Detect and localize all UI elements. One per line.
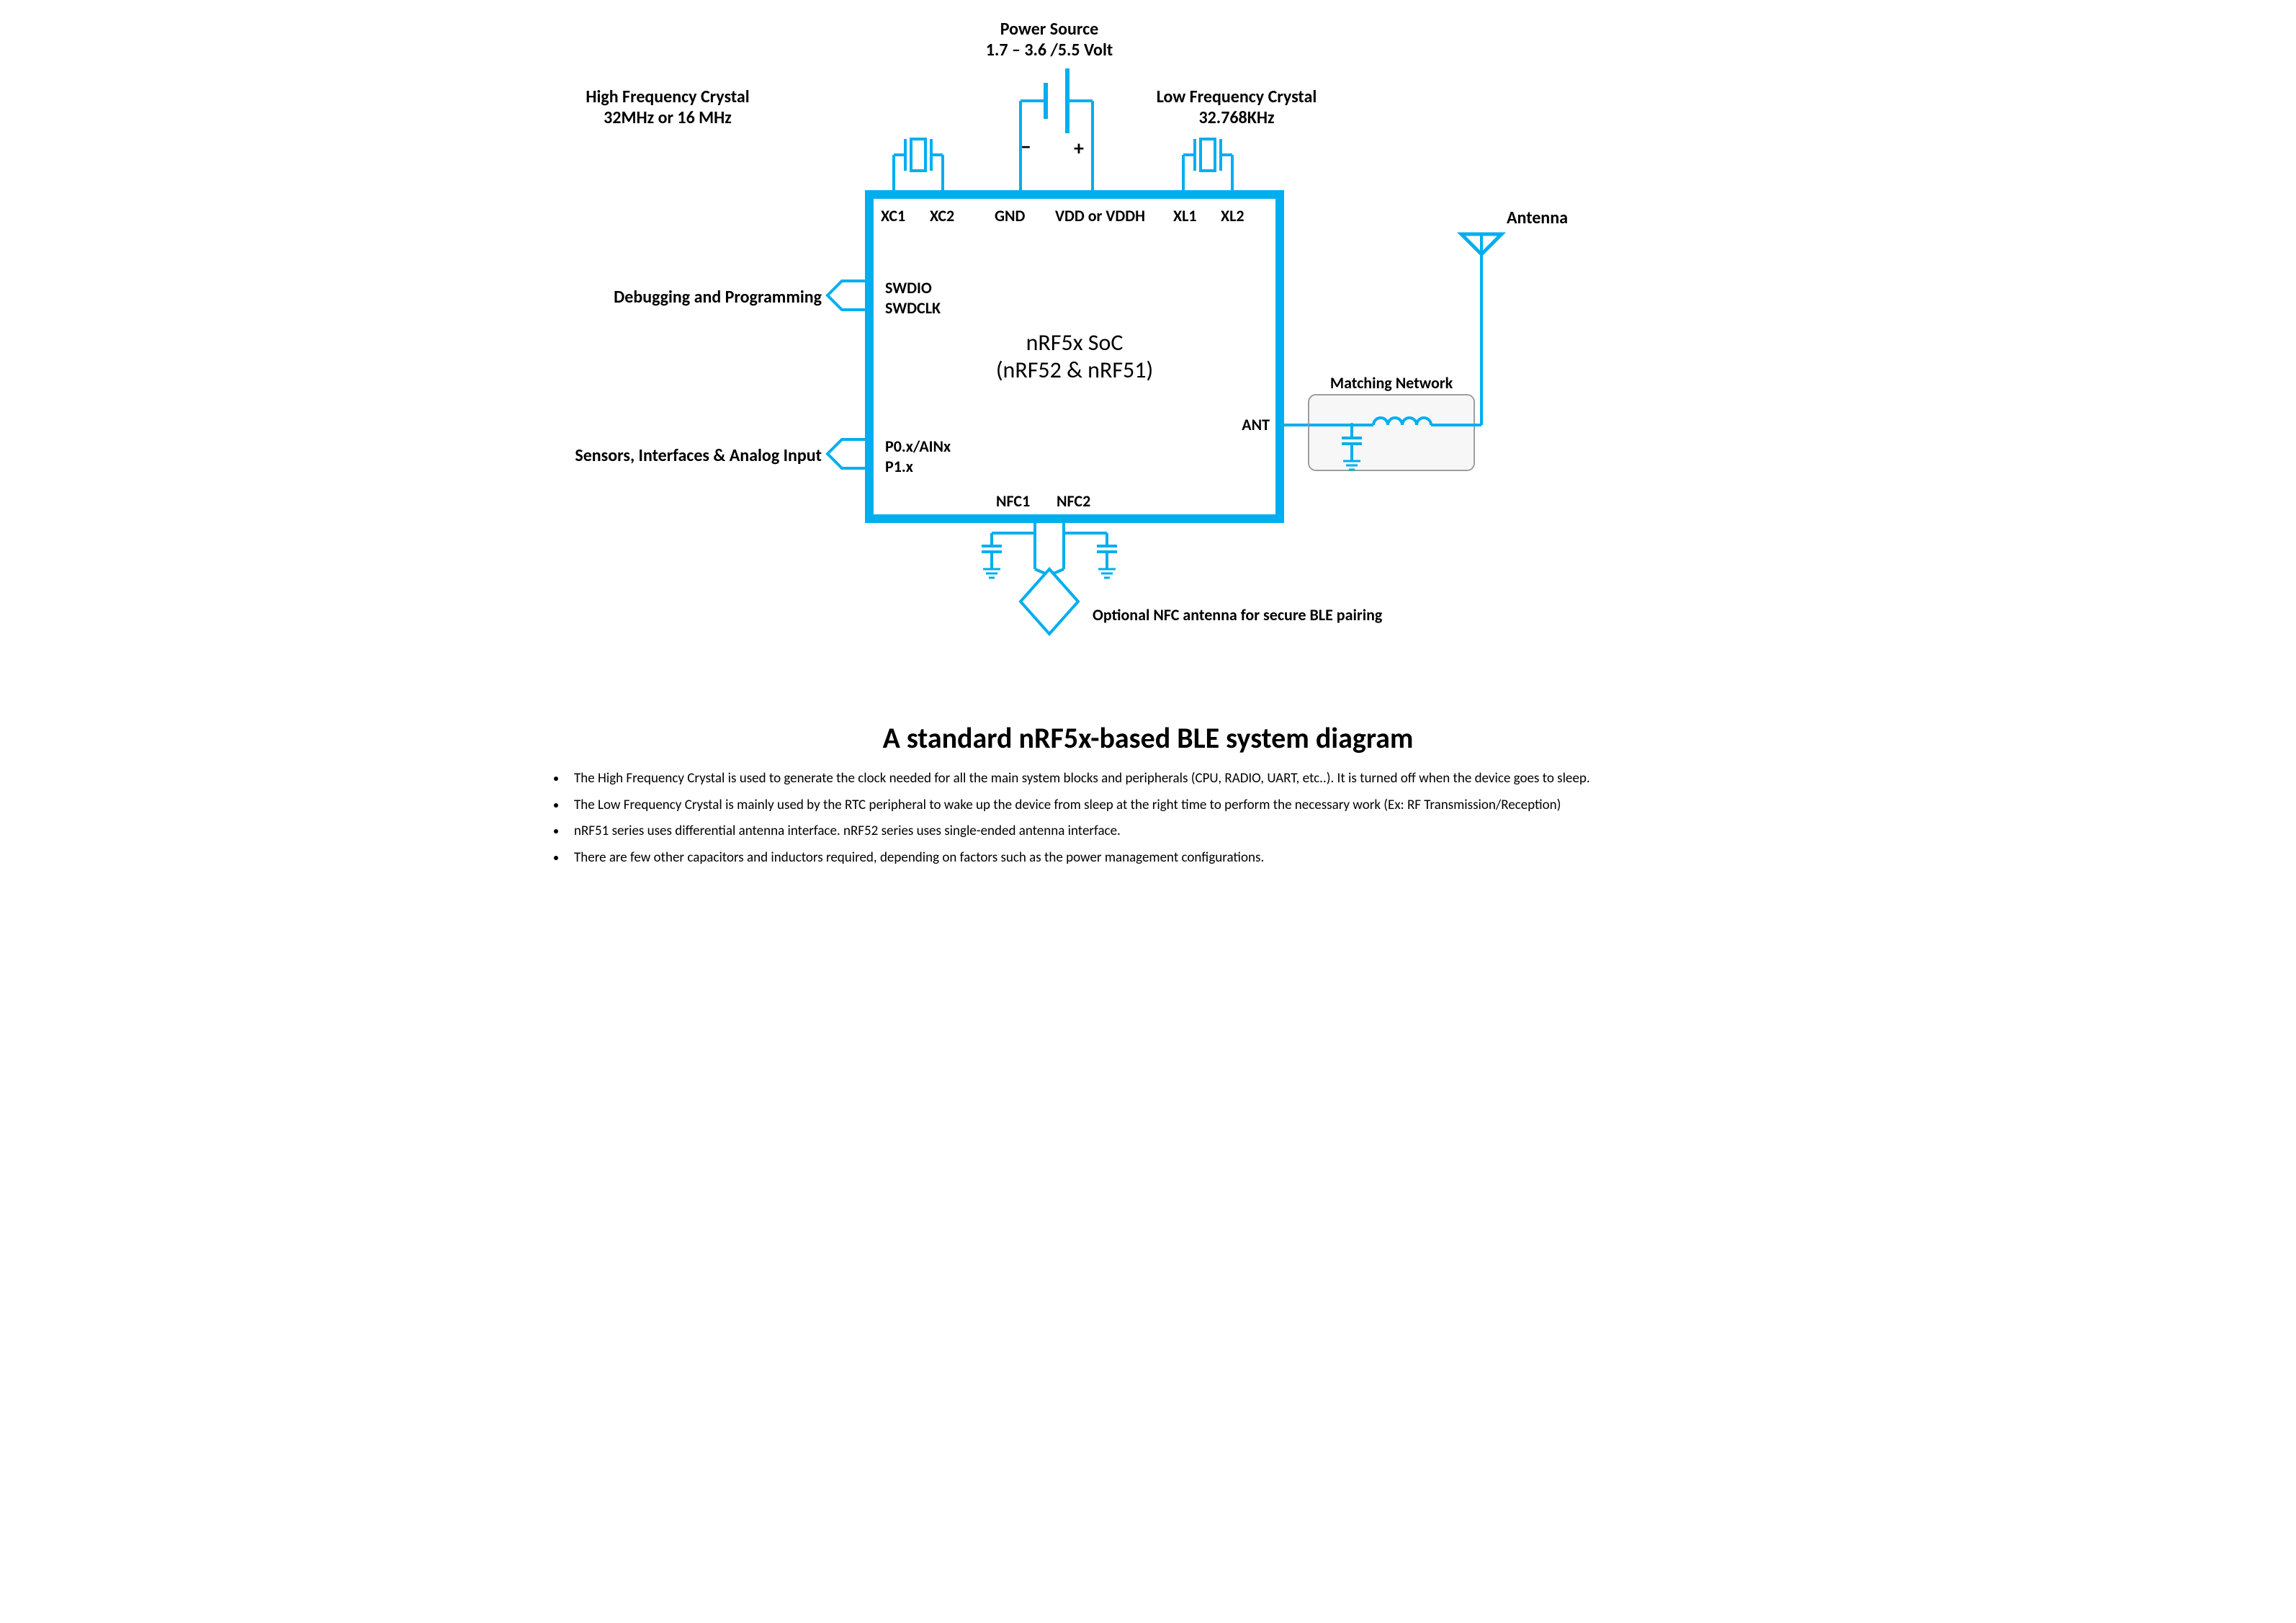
pin-gnd: GND: [995, 206, 1025, 225]
soc-title-line1: nRF5x SoC: [869, 328, 1280, 357]
pin-xc1: XC1: [881, 206, 905, 225]
pin-nfc1: NFC1: [996, 491, 1030, 511]
lf-crystal-symbol: [1183, 139, 1232, 195]
list-item: nRF51 series uses differential antenna i…: [567, 821, 1729, 842]
power-source-label: Power Source 1.7 – 3.6 /5.5 Volt: [545, 19, 1553, 61]
matching-network-box: [1309, 395, 1474, 470]
pin-nfc2: NFC2: [1057, 491, 1090, 511]
pin-xl2: XL2: [1221, 206, 1245, 225]
antenna-path: [1280, 234, 1502, 470]
hf-crystal-symbol: [894, 139, 943, 195]
pin-ant: ANT: [1242, 415, 1270, 434]
battery-minus: –: [1021, 133, 1031, 160]
nfc-note: Optional NFC antenna for secure BLE pair…: [1093, 605, 1382, 625]
pin-xl1: XL1: [1173, 206, 1197, 225]
battery-symbol: [1021, 68, 1093, 195]
sensors-arrow: [828, 439, 871, 468]
list-item: The High Frequency Crystal is used to ge…: [567, 769, 1729, 790]
diagram-title: A standard nRF5x-based BLE system diagra…: [545, 720, 1751, 756]
hf-crystal-label: High Frequency Crystal 32MHz or 16 MHz: [545, 86, 790, 128]
soc-title-line2: (nRF52 & nRF51): [869, 356, 1280, 384]
pin-vdd: VDD or VDDH: [1055, 206, 1145, 225]
lf-crystal-label: Low Frequency Crystal 32.768KHz: [1121, 86, 1352, 128]
pin-p0x: P0.x/AINx P1.x: [885, 437, 951, 476]
pin-xc2: XC2: [930, 206, 954, 225]
battery-plus: +: [1074, 135, 1084, 161]
list-item: There are few other capacitors and induc…: [567, 848, 1729, 869]
debug-label: Debugging and Programming: [614, 287, 822, 308]
bullet-list: The High Frequency Crystal is used to ge…: [545, 769, 1751, 868]
antenna-label: Antenna: [1507, 207, 1568, 228]
list-item: The Low Frequency Crystal is mainly used…: [567, 795, 1729, 816]
matching-network-label: Matching Network: [1316, 373, 1467, 393]
system-diagram: Power Source 1.7 – 3.6 /5.5 Volt High Fr…: [545, 14, 1751, 699]
sensors-label: Sensors, Interfaces & Analog Input: [575, 445, 822, 466]
pin-swd: SWDIO SWDCLK: [885, 278, 941, 318]
debug-arrow: [828, 281, 871, 310]
